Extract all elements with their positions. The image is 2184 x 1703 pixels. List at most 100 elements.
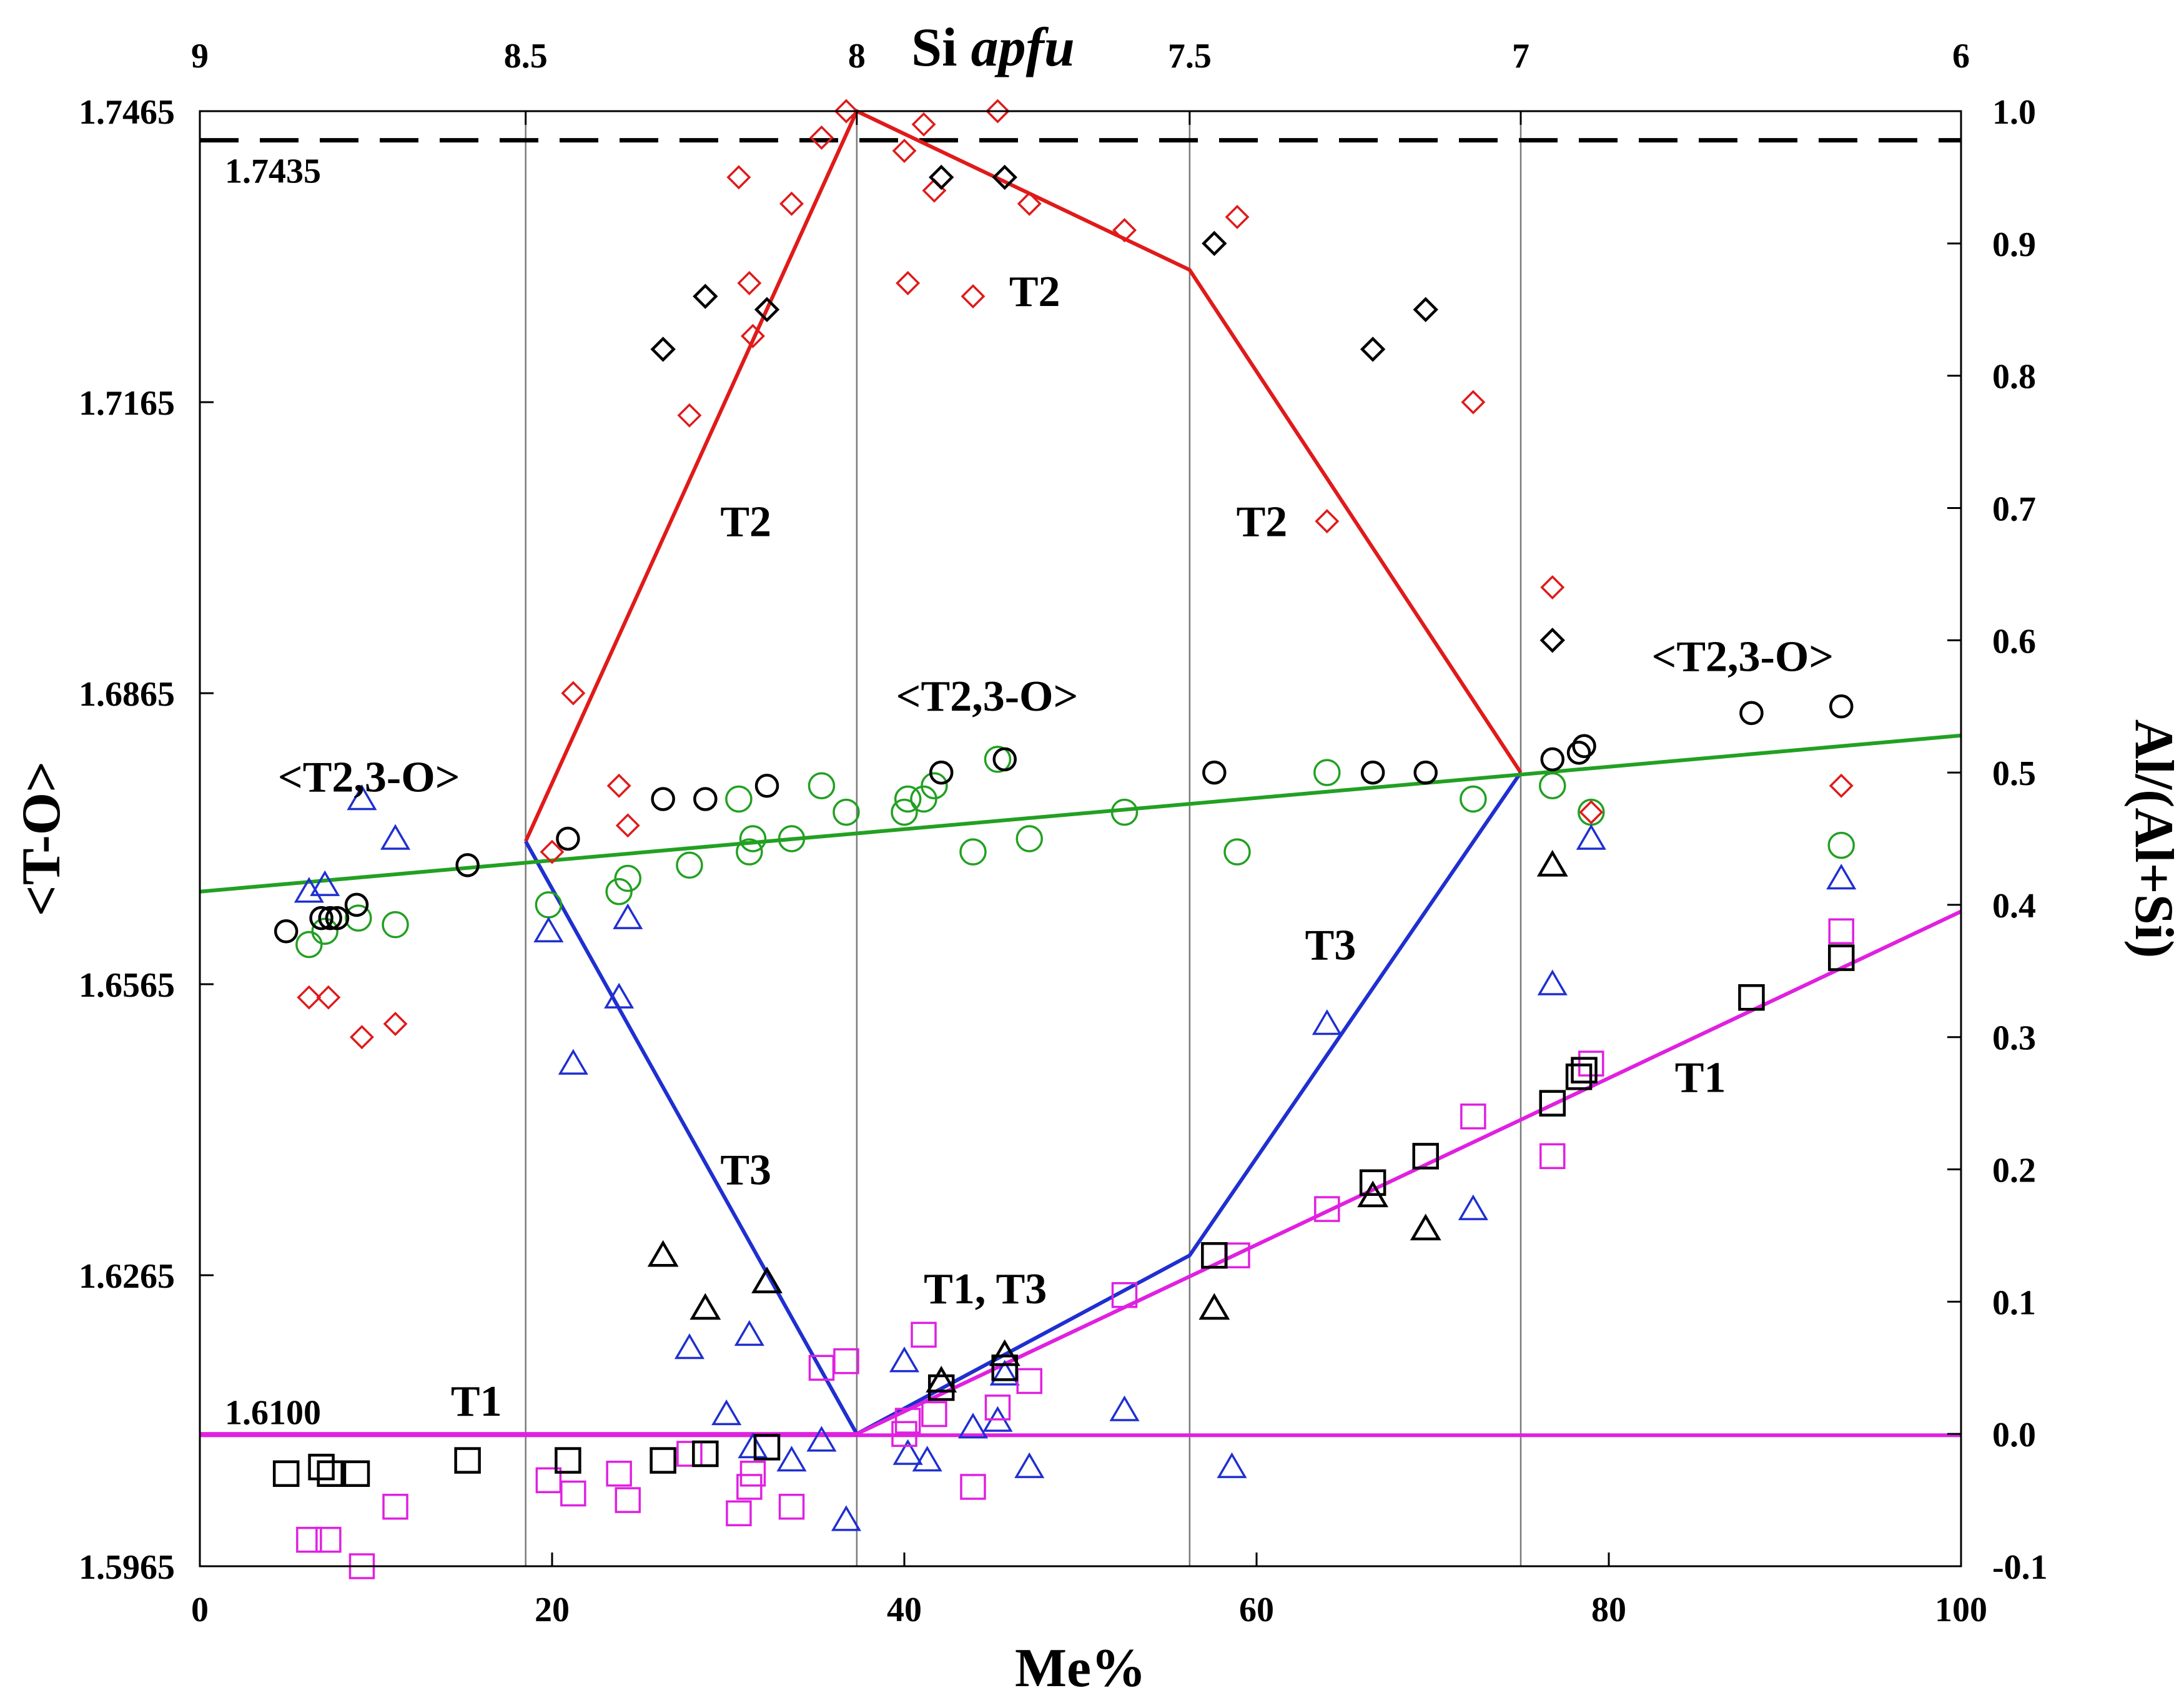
data-point-circle: [929, 760, 954, 785]
data-point-diamond: [741, 323, 765, 348]
y-left-tick-label: 1.7465: [79, 93, 175, 132]
data-point-diamond: [911, 112, 936, 137]
label-layer: 1.7435 1.6100 0 20 40 60 80 100 9 8.5 8 7.5 7 6 1.5965…: [11, 17, 2184, 1699]
data-point-diamond: [922, 178, 947, 203]
series-annotation: T3: [1305, 921, 1356, 969]
data-point-triangle: [912, 1446, 942, 1472]
line-layer: [199, 108, 1962, 1438]
data-point-diamond: [650, 337, 676, 362]
data-point-diamond: [754, 297, 780, 322]
data-point-triangle: [926, 1365, 957, 1393]
series-annotation: T3: [720, 1147, 771, 1195]
data-point-square: [1539, 1090, 1566, 1117]
data-point-triangle: [806, 1426, 837, 1452]
data-point-triangle: [1537, 969, 1568, 995]
data-point-circle: [921, 772, 948, 800]
data-point-square: [921, 1401, 947, 1428]
data-point-triangle: [734, 1320, 764, 1346]
marker-layer: [272, 99, 1857, 1579]
data-point-diamond: [834, 99, 859, 124]
data-point-triangle: [1312, 1009, 1342, 1035]
data-point-triangle: [689, 1293, 721, 1320]
data-point-circle: [535, 891, 563, 919]
data-point-circle: [295, 930, 323, 959]
data-point-square: [606, 1460, 632, 1487]
data-point-circle: [778, 825, 806, 852]
grid-layer: [525, 111, 1522, 1566]
trend-line: [200, 909, 1962, 1436]
data-point-square: [891, 1421, 917, 1447]
data-point-square: [1827, 944, 1855, 971]
data-point-circle: [725, 785, 753, 813]
data-point-circle: [1360, 760, 1385, 785]
data-point-diamond: [1579, 800, 1604, 825]
y-right-axis-title: Al/(Al+Si): [2123, 719, 2184, 959]
reference-line-label: 1.6100: [225, 1393, 321, 1432]
data-point-triangle: [674, 1333, 705, 1360]
data-point-square: [1539, 1143, 1566, 1170]
data-point-triangle: [558, 1049, 588, 1075]
data-point-circle: [739, 825, 767, 852]
x-axis-title: Me%: [1015, 1638, 1146, 1699]
data-point-circle: [614, 864, 642, 892]
data-point-square: [1111, 1282, 1138, 1308]
data-point-diamond: [1539, 628, 1565, 653]
data-point-triangle: [604, 982, 635, 1009]
data-point-square: [1016, 1368, 1042, 1394]
data-point-circle: [382, 911, 409, 939]
data-point-circle: [891, 798, 918, 826]
top-tick-label: 7: [1512, 37, 1529, 76]
data-point-square: [1571, 1057, 1598, 1084]
data-point-square: [317, 1460, 343, 1487]
top-axis-title: Si apfu: [911, 17, 1075, 78]
data-point-square: [315, 1526, 342, 1553]
y-right-tick-label: 0.7: [1992, 490, 2036, 528]
data-point-square: [753, 1434, 781, 1461]
series-annotation: T1: [451, 1378, 502, 1426]
y-right-tick-label: 0.1: [1992, 1283, 2036, 1322]
data-point-square: [894, 1408, 921, 1434]
data-point-square: [984, 1394, 1011, 1421]
data-point-square: [1412, 1143, 1439, 1170]
top-tick-label: 7.5: [1168, 37, 1212, 76]
data-point-square: [308, 1453, 335, 1481]
data-point-square: [555, 1447, 581, 1474]
data-point-square: [726, 1500, 752, 1527]
data-point-triangle: [1109, 1395, 1140, 1421]
data-point-diamond: [1829, 773, 1854, 798]
data-point-square: [454, 1447, 481, 1474]
data-point-diamond: [540, 839, 565, 864]
data-point-diamond: [737, 270, 762, 295]
series-annotation: T2: [720, 498, 771, 546]
data-point-triangle: [310, 870, 340, 896]
data-point-circle: [556, 826, 580, 851]
data-point-square: [1314, 1196, 1340, 1222]
data-point-circle: [984, 746, 1012, 773]
x-tick-label: 20: [535, 1591, 570, 1629]
data-point-diamond: [1225, 204, 1250, 229]
data-point-circle: [992, 747, 1017, 772]
data-point-circle: [676, 851, 703, 879]
y-right-tick-label: 0.6: [1992, 622, 2036, 661]
data-point-square: [1460, 1103, 1486, 1130]
data-point-square: [1359, 1169, 1386, 1196]
data-point-circle: [894, 785, 922, 813]
data-point-diamond: [1413, 297, 1438, 322]
data-point-diamond: [809, 125, 834, 150]
data-point-square: [692, 1440, 719, 1468]
data-point-circle: [1829, 694, 1854, 719]
data-point-circle: [959, 838, 987, 866]
data-point-circle: [1540, 747, 1565, 772]
top-tick-label: 8: [848, 37, 866, 76]
data-point-triangle: [1217, 1452, 1247, 1478]
series-annotation: T1: [1675, 1054, 1726, 1102]
data-point-square: [991, 1355, 1018, 1381]
data-point-square: [960, 1474, 986, 1500]
series-annotation: <T2,3-O>: [278, 753, 460, 801]
tick-layer: [199, 110, 1962, 1567]
data-point-square: [911, 1321, 937, 1348]
y-left-tick-label: 1.6865: [79, 675, 175, 714]
data-point-triangle: [957, 1413, 989, 1439]
x-tick-label: 80: [1591, 1591, 1626, 1629]
